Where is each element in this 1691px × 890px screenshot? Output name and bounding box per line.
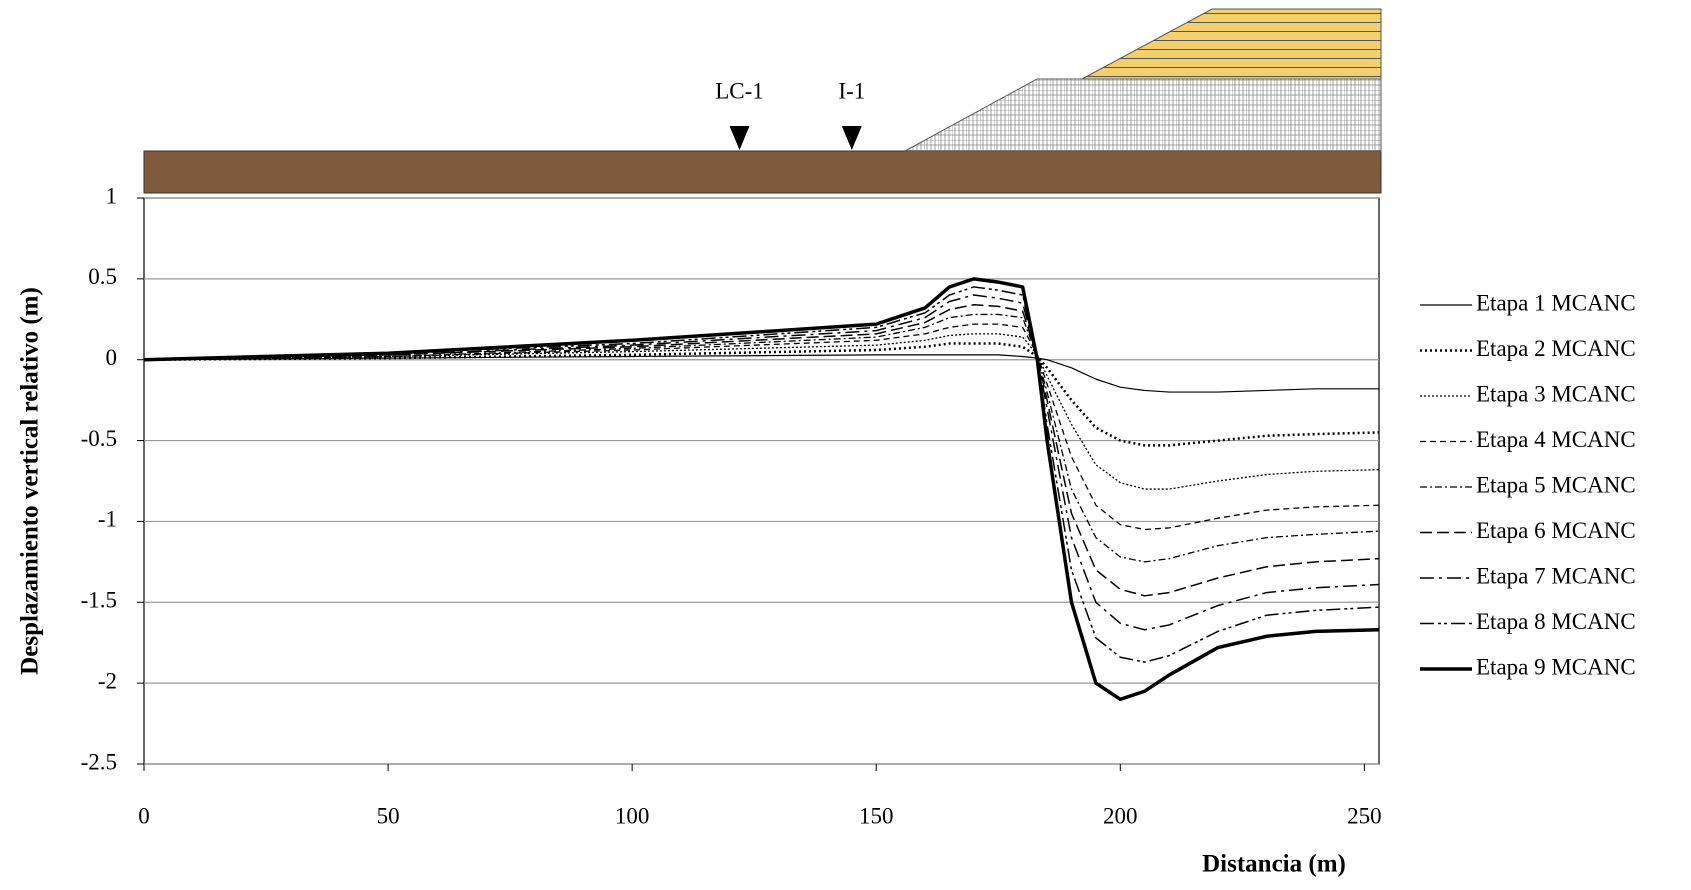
legend-label: Etapa 5 MCANC (1476, 472, 1636, 497)
annotation-marker (729, 126, 750, 150)
data-line (143, 342, 1380, 447)
x-axis-title: Distancia (m) (1202, 851, 1346, 878)
x-tick-label: 150 (859, 803, 894, 828)
y-tick-label: -1 (98, 507, 117, 532)
data-line (143, 313, 1380, 563)
data-line (143, 286, 1380, 663)
x-tick-label: 250 (1347, 803, 1382, 828)
annotation-label: LC-1 (715, 78, 764, 103)
y-tick-label: 1 (106, 183, 118, 208)
data-line (143, 277, 1380, 702)
data-line (143, 303, 1380, 597)
legend-label: Etapa 2 MCANC (1476, 336, 1636, 361)
y-axis-title: Desplazamiento vertical relativo (m) (17, 287, 44, 675)
data-line (143, 294, 1380, 631)
x-tick-label: 200 (1103, 803, 1138, 828)
y-tick-label: 0 (106, 345, 118, 370)
legend-label: Etapa 4 MCANC (1476, 427, 1636, 452)
x-tick-label: 0 (138, 803, 150, 828)
data-line (143, 333, 1380, 490)
data-line (143, 323, 1380, 531)
y-tick-label: -2 (98, 668, 117, 693)
x-tick-label: 100 (615, 803, 650, 828)
embankment-base (904, 78, 1382, 152)
y-tick-label: -2.5 (81, 749, 117, 774)
y-tick-label: -1.5 (81, 588, 117, 613)
soil-profile (143, 8, 1382, 194)
y-tick-label: 0.5 (88, 264, 117, 289)
legend-label: Etapa 7 MCANC (1476, 563, 1636, 588)
embankment-top (1081, 8, 1382, 80)
legend-label: Etapa 8 MCANC (1476, 609, 1636, 634)
data-line (143, 354, 1379, 393)
annotation-marker (841, 126, 862, 150)
legend-label: Etapa 3 MCANC (1476, 381, 1636, 406)
annotation-label: I-1 (838, 78, 865, 103)
plot-frame (143, 197, 1380, 765)
legend-label: Etapa 9 MCANC (1476, 654, 1636, 679)
legend-label: Etapa 6 MCANC (1476, 518, 1636, 543)
x-tick-label: 50 (377, 803, 400, 828)
ground-layer (143, 150, 1382, 194)
legend-label: Etapa 1 MCANC (1476, 290, 1636, 315)
y-tick-label: -0.5 (81, 426, 117, 451)
